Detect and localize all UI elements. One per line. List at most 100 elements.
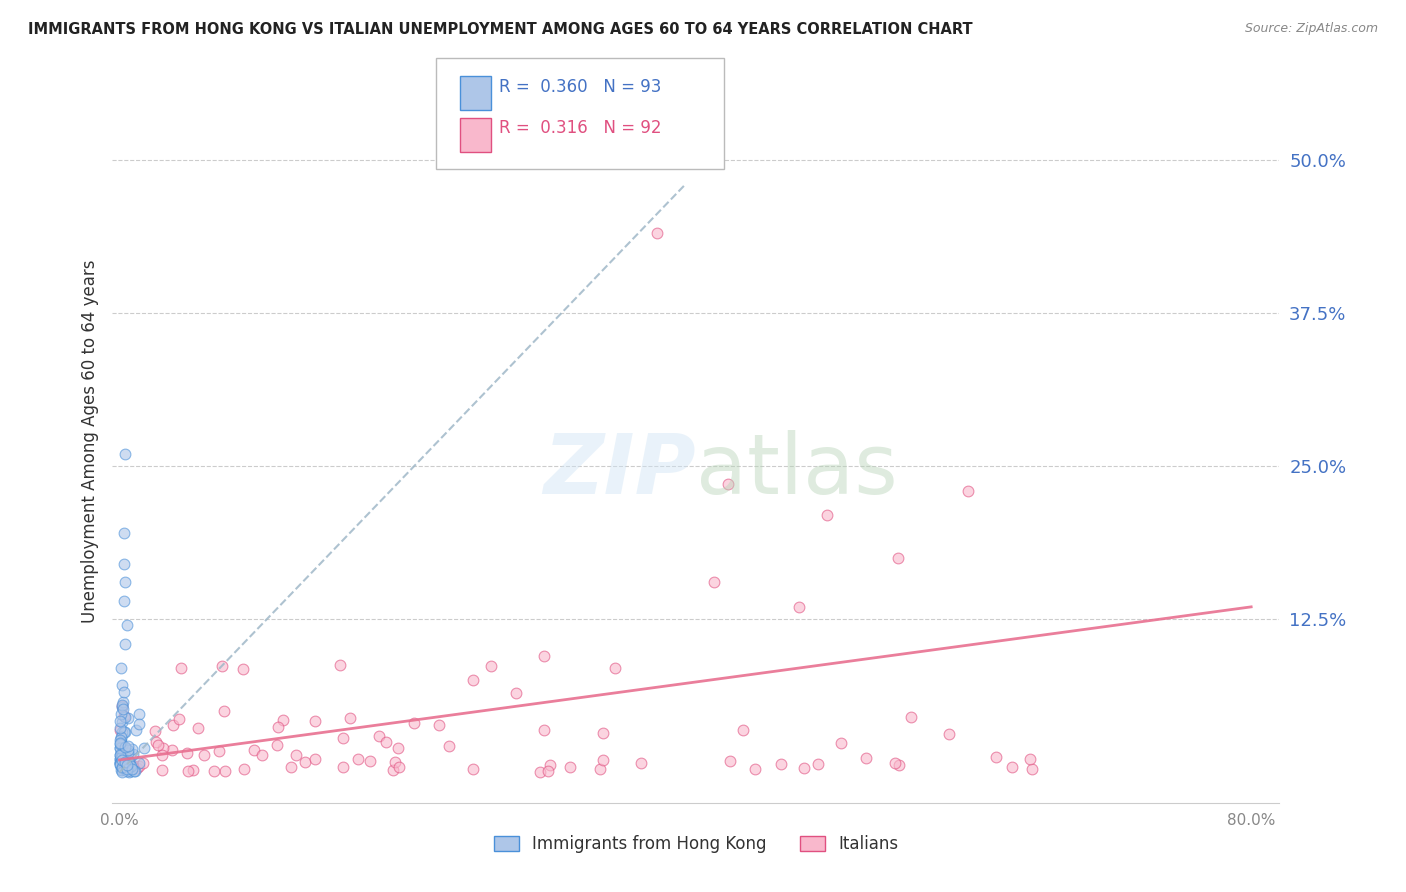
- Point: [112, 557, 135, 571]
- Point: [108, 752, 131, 766]
- Point: [118, 764, 141, 779]
- Point: [132, 740, 155, 755]
- Point: [703, 575, 725, 590]
- Point: [110, 714, 132, 728]
- Point: [807, 756, 830, 771]
- Point: [463, 762, 485, 776]
- Point: [1001, 759, 1024, 773]
- Point: [589, 762, 612, 776]
- Point: [118, 754, 141, 768]
- Point: [332, 731, 354, 746]
- Point: [112, 758, 135, 772]
- Point: [124, 764, 146, 779]
- Point: [855, 751, 877, 765]
- Point: [120, 759, 142, 773]
- Point: [388, 759, 411, 773]
- Point: [108, 751, 131, 765]
- Point: [128, 756, 150, 771]
- Point: [744, 762, 766, 776]
- Point: [108, 757, 131, 772]
- Point: [145, 735, 167, 749]
- Point: [110, 740, 132, 755]
- Point: [986, 750, 1008, 764]
- Point: [187, 722, 209, 736]
- Point: [329, 658, 352, 673]
- Point: [111, 761, 134, 775]
- Point: [114, 637, 136, 651]
- Point: [181, 763, 204, 777]
- Point: [125, 761, 148, 775]
- Point: [381, 763, 404, 777]
- Point: [110, 748, 132, 763]
- Point: [603, 661, 626, 675]
- Point: [538, 757, 561, 772]
- Point: [404, 716, 426, 731]
- Point: [110, 752, 132, 766]
- Point: [108, 758, 131, 772]
- Point: [110, 731, 132, 745]
- Point: [214, 764, 236, 779]
- Point: [120, 764, 142, 779]
- Point: [146, 738, 169, 752]
- Point: [118, 756, 141, 770]
- Point: [957, 483, 980, 498]
- Point: [787, 599, 810, 614]
- Point: [125, 723, 148, 738]
- Point: [387, 740, 409, 755]
- Point: [108, 738, 131, 752]
- Point: [115, 759, 138, 773]
- Point: [427, 718, 450, 732]
- Point: [212, 704, 235, 718]
- Point: [359, 754, 381, 768]
- Point: [592, 753, 614, 767]
- Point: [112, 695, 135, 709]
- Text: atlas: atlas: [696, 430, 897, 511]
- Point: [110, 735, 132, 749]
- Text: ZIP: ZIP: [543, 430, 696, 511]
- Point: [505, 685, 527, 699]
- Point: [211, 658, 233, 673]
- Point: [110, 755, 132, 769]
- Point: [128, 717, 150, 731]
- Point: [731, 723, 754, 738]
- Point: [110, 730, 132, 744]
- Point: [112, 709, 135, 723]
- Point: [252, 747, 274, 762]
- Point: [110, 759, 132, 773]
- Point: [110, 759, 132, 773]
- Point: [111, 725, 134, 739]
- Point: [108, 740, 131, 755]
- Point: [152, 741, 174, 756]
- Text: Source: ZipAtlas.com: Source: ZipAtlas.com: [1244, 22, 1378, 36]
- Point: [176, 764, 198, 778]
- Text: R =  0.316   N = 92: R = 0.316 N = 92: [499, 119, 662, 136]
- Text: IMMIGRANTS FROM HONG KONG VS ITALIAN UNEMPLOYMENT AMONG AGES 60 TO 64 YEARS CORR: IMMIGRANTS FROM HONG KONG VS ITALIAN UNE…: [28, 22, 973, 37]
- Point: [271, 713, 294, 727]
- Point: [1019, 752, 1042, 766]
- Point: [117, 710, 139, 724]
- Point: [630, 756, 652, 770]
- Point: [886, 550, 908, 565]
- Point: [110, 747, 132, 762]
- Point: [645, 227, 668, 241]
- Point: [304, 752, 326, 766]
- Point: [110, 763, 132, 777]
- Point: [202, 764, 225, 778]
- Point: [167, 712, 190, 726]
- Point: [111, 738, 134, 752]
- Point: [114, 710, 136, 724]
- Point: [112, 593, 135, 607]
- Point: [1021, 762, 1043, 776]
- Point: [115, 764, 138, 779]
- Point: [117, 747, 139, 761]
- Point: [176, 746, 198, 760]
- Point: [110, 699, 132, 714]
- Point: [115, 618, 138, 632]
- Point: [332, 759, 354, 773]
- Point: [537, 764, 560, 779]
- Point: [110, 706, 132, 721]
- Point: [717, 477, 740, 491]
- Point: [108, 721, 131, 735]
- Point: [117, 739, 139, 753]
- Point: [110, 700, 132, 714]
